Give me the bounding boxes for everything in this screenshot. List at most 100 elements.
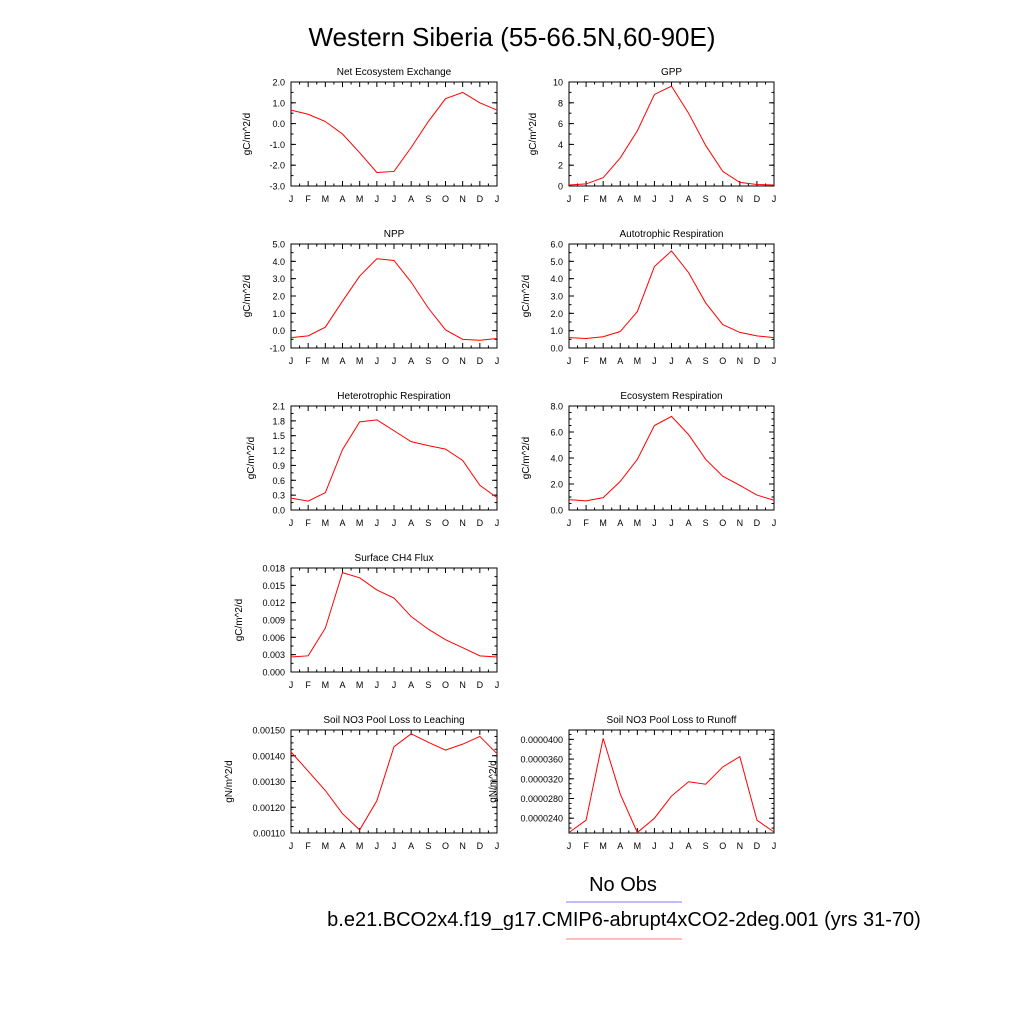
plot-frame [568,243,775,349]
y-tick-label: 0.0000400 [520,735,563,745]
x-tick-label: J [375,194,380,204]
x-tick-label: N [459,518,466,528]
y-tick-label: 0.00140 [252,751,285,761]
x-tick-label: A [408,194,414,204]
y-tick-label: 3.0 [272,274,285,284]
y-tick-label: 0.00150 [252,726,285,736]
x-tick-label: N [459,356,466,366]
y-tick-label: 0.003 [262,650,285,660]
x-tick-label: O [719,518,726,528]
y-tick-label: 4.0 [550,274,563,284]
y-tick-label: 10 [553,78,563,88]
y-tick-label: 0.0 [272,326,285,336]
x-tick-label: D [754,518,761,528]
x-tick-label: M [322,194,330,204]
x-tick-label: J [289,841,294,851]
legend-label-obs: No Obs [589,874,657,896]
x-tick-label: D [477,680,484,690]
x-tick-label: J [652,194,657,204]
series-line [290,733,498,831]
y-tick-label: 1.5 [272,431,285,441]
x-tick-label: D [477,194,484,204]
x-tick-label: A [408,356,414,366]
y-axis-label: gC/m^2/d [242,113,253,156]
x-tick-label: O [442,356,449,366]
x-tick-label: A [339,518,345,528]
x-tick-label: J [772,841,777,851]
y-tick-label: -1.0 [269,140,285,150]
y-tick-label: 4.0 [550,454,563,464]
y-tick-label: 0.6 [272,476,285,486]
y-tick-label: 6.0 [550,240,563,250]
y-tick-label: 8 [558,98,563,108]
x-tick-label: J [375,356,380,366]
series-line [568,250,775,339]
plot-frame [568,729,775,834]
x-tick-label: F [583,518,589,528]
x-tick-label: J [495,680,500,690]
x-tick-label: S [703,356,709,366]
y-tick-label: 5.0 [272,240,285,250]
x-tick-label: M [322,841,330,851]
x-tick-label: S [425,680,431,690]
x-tick-label: J [567,356,572,366]
x-tick-label: J [392,680,397,690]
x-tick-label: N [737,194,744,204]
y-tick-label: 2.0 [550,309,563,319]
series-line [290,91,498,173]
x-tick-label: N [737,518,744,528]
x-tick-label: S [703,194,709,204]
series-line [568,415,775,502]
x-tick-label: J [392,194,397,204]
y-tick-label: 1.8 [272,416,285,426]
plot-frame [290,243,498,349]
y-tick-label: 8.0 [550,402,563,412]
x-tick-label: M [356,518,364,528]
x-tick-label: J [289,680,294,690]
y-tick-label: -1.0 [269,344,285,354]
x-tick-label: A [408,518,414,528]
series-line [290,419,498,502]
x-tick-label: J [652,356,657,366]
x-tick-label: J [495,518,500,528]
y-tick-label: 2 [558,161,563,171]
y-tick-label: 4.0 [272,257,285,267]
y-axis-label: gC/m^2/d [234,599,245,642]
y-tick-label: -3.0 [269,182,285,192]
series-line [290,258,498,341]
x-tick-label: S [425,356,431,366]
panel-title: Surface CH4 Flux [355,553,434,564]
panel-title: Autotrophic Respiration [620,229,724,240]
x-tick-label: M [634,518,642,528]
x-tick-label: J [772,518,777,528]
x-tick-label: A [617,356,623,366]
y-tick-label: 0 [558,182,563,192]
y-tick-label: 0.015 [262,581,285,591]
x-tick-label: D [477,356,484,366]
x-tick-label: J [652,841,657,851]
panel-title: Soil NO3 Pool Loss to Runoff [607,715,737,726]
x-tick-label: F [305,194,311,204]
x-tick-label: S [425,518,431,528]
legend: No Obs b.e21.BCO2x4.f19_g17.CMIP6-abrupt… [327,874,921,940]
x-tick-label: F [305,356,311,366]
y-tick-label: -2.0 [269,161,285,171]
x-tick-label: F [583,356,589,366]
x-tick-label: O [442,194,449,204]
x-tick-label: O [442,841,449,851]
x-tick-label: M [634,194,642,204]
x-tick-label: J [289,518,294,528]
x-tick-label: A [339,194,345,204]
x-tick-label: J [772,356,777,366]
x-tick-label: S [703,841,709,851]
y-tick-label: 0.3 [272,491,285,501]
y-tick-label: 0.0000320 [520,774,563,784]
y-tick-label: 1.2 [272,446,285,456]
x-tick-label: J [289,356,294,366]
panel-title: Heterotrophic Respiration [337,391,450,402]
x-tick-label: A [339,841,345,851]
x-tick-label: O [719,356,726,366]
x-tick-label: F [305,841,311,851]
